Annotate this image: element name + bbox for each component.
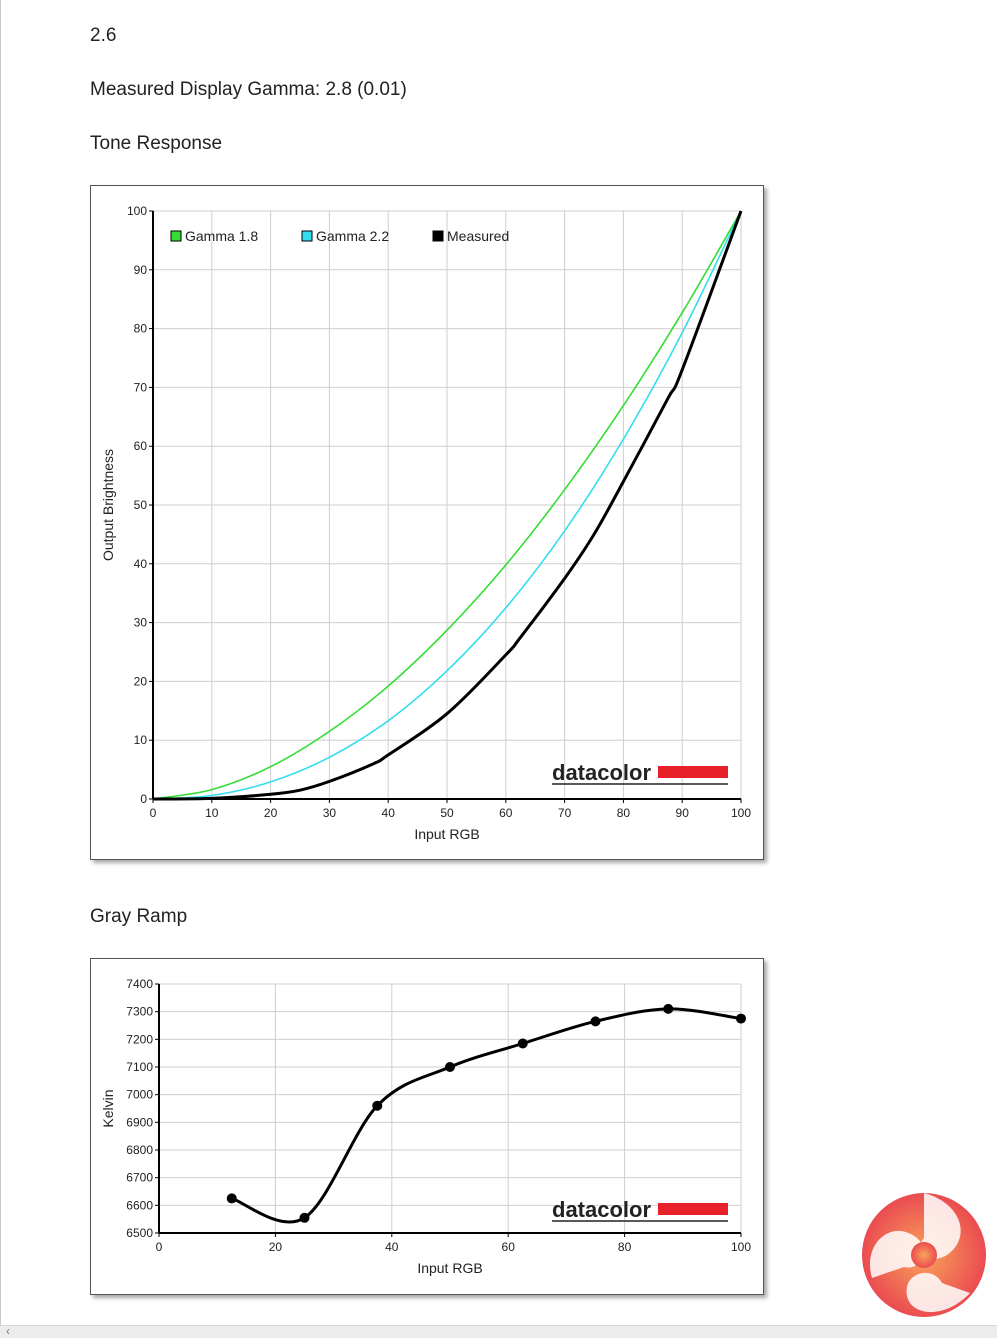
data-point xyxy=(663,1003,674,1014)
datacolor-logo-bar xyxy=(658,766,728,778)
x-tick-label: 10 xyxy=(205,806,219,820)
y-tick-label: 50 xyxy=(134,498,148,512)
page-left-border xyxy=(0,0,1,1337)
data-point xyxy=(299,1212,310,1223)
brand-logo-icon xyxy=(862,1193,986,1317)
horizontal-scrollbar[interactable]: ‹ xyxy=(0,1324,997,1338)
y-tick-label: 90 xyxy=(134,263,148,277)
legend-swatch xyxy=(301,230,313,242)
x-tick-label: 80 xyxy=(618,1240,632,1254)
tone-response-chart: 0 10 20 30 40 50 60 70 80 90 100 0 10 20 30 40 50 60 70 80 9… xyxy=(100,204,751,842)
y-tick-label: 7400 xyxy=(126,977,153,991)
y-tick-label: 6700 xyxy=(126,1171,153,1185)
gray-ramp-chart: 0 20 40 60 80 100 6500 6600 6700 6800 6900 7000 7100… xyxy=(100,977,751,1276)
x-tick-label: 80 xyxy=(617,806,631,820)
datacolor-logo-text: datacolor xyxy=(552,760,651,785)
x-tick-label: 20 xyxy=(269,1240,283,1254)
series-line-gamma-1-8 xyxy=(152,210,742,800)
datacolor-logo-text: datacolor xyxy=(552,1197,651,1222)
datacolor-logo-bar xyxy=(658,1203,728,1215)
data-point xyxy=(226,1193,237,1204)
y-axis-title: Kelvin xyxy=(100,1089,116,1127)
y-tick-label: 7200 xyxy=(126,1032,153,1046)
x-axis-title: Input RGB xyxy=(417,1260,482,1276)
x-axis-title: Input RGB xyxy=(414,826,479,842)
scroll-left-arrow-icon[interactable]: ‹ xyxy=(6,1324,10,1338)
y-tick-label: 30 xyxy=(134,616,148,630)
y-tick-label: 10 xyxy=(134,733,148,747)
tone-response-chart-panel: 0 10 20 30 40 50 60 70 80 90 100 0 10 20 30 40 50 60 70 80 9… xyxy=(90,185,764,860)
series-line-measured xyxy=(152,210,743,801)
y-tick-label: 20 xyxy=(134,674,148,688)
y-tick-label: 6800 xyxy=(126,1143,153,1157)
x-tick-label: 0 xyxy=(156,1240,163,1254)
series-line-gamma-2-2 xyxy=(152,210,742,800)
legend-swatch xyxy=(432,230,444,242)
y-tick-label: 40 xyxy=(134,557,148,571)
x-tick-label: 90 xyxy=(676,806,690,820)
legend-swatch xyxy=(170,230,182,242)
y-tick-label: 7100 xyxy=(126,1060,153,1074)
x-tick-label: 100 xyxy=(731,806,751,820)
y-tick-label: 100 xyxy=(127,204,147,218)
x-tick-label: 30 xyxy=(323,806,337,820)
y-tick-label: 7000 xyxy=(126,1088,153,1102)
measured-gamma-text: Measured Display Gamma: 2.8 (0.01) xyxy=(90,79,407,100)
x-tick-label: 50 xyxy=(440,806,454,820)
x-tick-label: 60 xyxy=(499,806,513,820)
gray-ramp-chart-panel: 0 20 40 60 80 100 6500 6600 6700 6800 6900 7000 7100… xyxy=(90,958,764,1295)
data-point xyxy=(590,1016,601,1027)
x-tick-label: 40 xyxy=(382,806,396,820)
x-tick-label: 70 xyxy=(558,806,572,820)
x-tick-label: 40 xyxy=(385,1240,399,1254)
tone-response-heading: Tone Response xyxy=(90,133,223,154)
series-line-gray-ramp xyxy=(231,1007,742,1224)
y-tick-label: 6500 xyxy=(126,1226,153,1240)
x-tick-label: 0 xyxy=(150,806,157,820)
x-tick-label: 100 xyxy=(731,1240,751,1254)
data-point xyxy=(372,1100,383,1111)
gamma-value-text: 2.6 xyxy=(90,25,117,46)
y-tick-label: 6900 xyxy=(126,1115,153,1129)
data-point xyxy=(445,1062,455,1072)
legend-label: Gamma 1.8 xyxy=(185,228,258,244)
y-tick-label: 80 xyxy=(134,322,148,336)
y-tick-label: 70 xyxy=(134,380,148,394)
y-axis-title: Output Brightness xyxy=(100,449,116,561)
y-tick-label: 7300 xyxy=(126,1005,153,1019)
data-point xyxy=(517,1038,528,1049)
gray-ramp-heading: Gray Ramp xyxy=(90,906,188,927)
y-tick-label: 0 xyxy=(140,792,147,806)
legend-label: Measured xyxy=(447,228,509,244)
x-tick-label: 20 xyxy=(264,806,278,820)
y-tick-label: 60 xyxy=(134,439,148,453)
x-tick-label: 60 xyxy=(502,1240,516,1254)
legend-label: Gamma 2.2 xyxy=(316,228,389,244)
y-tick-label: 6600 xyxy=(126,1198,153,1212)
data-point xyxy=(736,1013,746,1024)
